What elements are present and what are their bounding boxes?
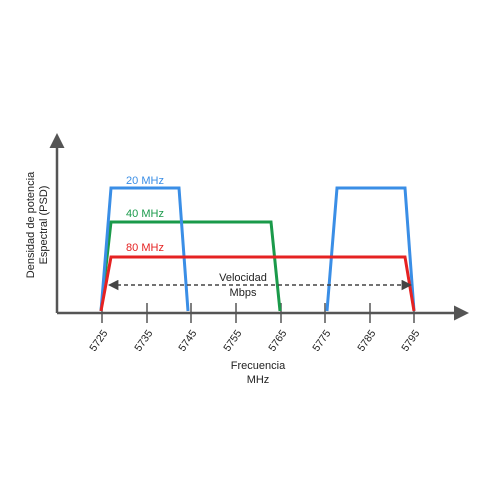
channel-label-20mhz: 20 MHz [126,175,164,187]
y-axis-title-line2: Espectral (PSD) [38,186,50,265]
tick-label-5735: 5735 [132,328,155,354]
x-axis-title: Frecuencia [231,360,286,372]
tick-label-5755: 5755 [221,328,244,354]
velocity-label: Velocidad [219,272,267,284]
channel-20mhz-shape-2 [325,186,416,312]
channel-20mhz-shape-1 [99,186,190,312]
velocity-unit: Mbps [230,287,257,299]
channel-80mhz-shape [99,255,416,312]
tick-label-5725: 5725 [87,328,110,354]
x-axis-unit: MHz [247,374,270,386]
x-tick-labels: 5725 5735 5745 5755 5765 5775 5785 5795 [87,328,422,354]
channel-label-40mhz: 40 MHz [126,208,164,220]
channel-label-80mhz: 80 MHz [126,242,164,254]
tick-label-5775: 5775 [310,328,333,354]
tick-label-5765: 5765 [266,328,289,354]
tick-label-5785: 5785 [355,328,378,354]
tick-label-5795: 5795 [399,328,422,354]
tick-label-5745: 5745 [176,328,199,354]
y-axis-title: Densidad de potencia [25,171,37,278]
